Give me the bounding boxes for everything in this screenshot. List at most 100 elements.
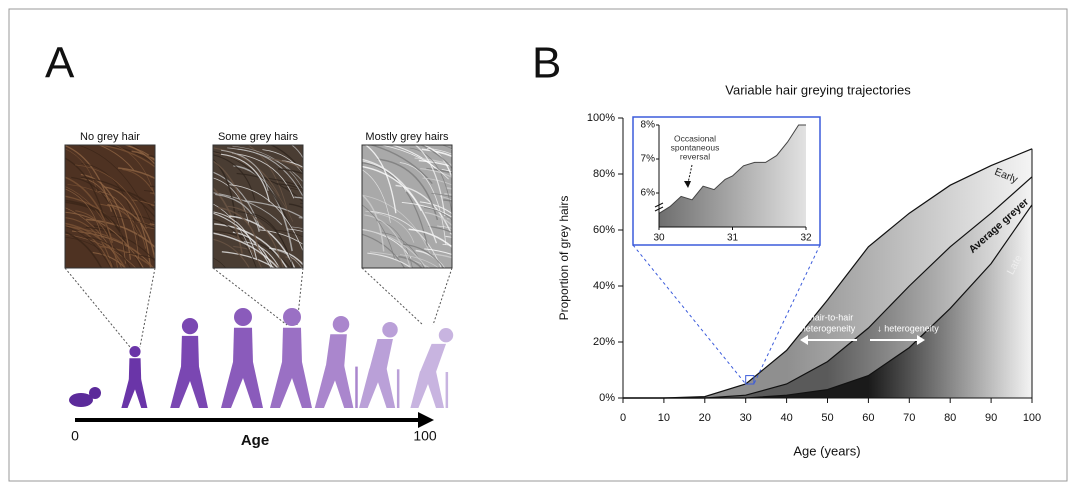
arrow-head [917, 335, 925, 345]
hair-strand [419, 201, 452, 215]
legs [221, 362, 263, 408]
y-axis-label: Proportion of grey hairs [557, 196, 571, 321]
hair-strand [75, 210, 119, 268]
hair-strand [285, 187, 303, 192]
hair-strand [213, 154, 256, 200]
hair-strand [86, 236, 131, 268]
hair-strand [65, 211, 144, 268]
hair-strand [213, 211, 258, 261]
y-tick-label: 40% [593, 280, 615, 292]
hair-strand [221, 251, 276, 268]
hair-image [213, 145, 303, 268]
hair-strand [364, 145, 397, 214]
area [623, 204, 1032, 398]
hair-image [362, 145, 452, 268]
hair-strand [414, 145, 446, 216]
hair-strand [418, 159, 452, 168]
hair-strand [80, 177, 155, 219]
hair-strand [275, 229, 303, 238]
x-tick-label: 60 [862, 412, 874, 424]
zoom-line [361, 267, 424, 326]
x-tick-label: 90 [985, 412, 997, 424]
hair-strand [131, 150, 155, 162]
hair-strand [215, 193, 260, 233]
hair-strand [362, 193, 385, 252]
hair-strand [65, 176, 114, 243]
x-tick-label: 30 [740, 412, 752, 424]
legs [314, 365, 354, 408]
hair-strand [365, 210, 415, 243]
hair-strand [137, 221, 155, 228]
person-silhouette [221, 308, 263, 408]
hair-strand [221, 149, 269, 192]
hair-strand [398, 255, 423, 268]
person-silhouette [170, 318, 208, 408]
cane [396, 369, 400, 408]
hair-strand [65, 226, 112, 268]
hair-strand [437, 225, 452, 229]
zoom-line [64, 267, 131, 348]
zoom-line [212, 267, 288, 326]
y-tick-label: 0% [599, 392, 615, 404]
hair-strand [107, 204, 155, 259]
hair-strand [419, 145, 452, 169]
hair-strand [439, 196, 452, 201]
zoom-line [139, 267, 156, 348]
hair-strand [213, 232, 279, 268]
hair-strand [369, 251, 431, 268]
curve [623, 148, 1033, 399]
hair-strand [379, 145, 449, 180]
body [420, 343, 446, 372]
hair-strand [65, 148, 98, 192]
hair-strand [233, 245, 281, 268]
inset-annotation: spontaneous [671, 142, 720, 152]
inset-y-tick-label: 7% [641, 154, 656, 165]
hair-strand [362, 229, 427, 268]
axis-start: 0 [71, 428, 79, 444]
x-tick-label: 0 [620, 412, 626, 424]
hair-strand [118, 167, 155, 180]
hair-image [65, 145, 155, 268]
hair-strand [259, 176, 303, 189]
hair-strand [364, 214, 411, 268]
arrow-head [800, 335, 808, 345]
hair-strand [71, 176, 126, 252]
x-tick-label: 10 [658, 412, 670, 424]
arrow-head [418, 412, 434, 428]
hair-strand [65, 231, 103, 268]
hair-strand [422, 177, 452, 186]
person-silhouette [359, 322, 400, 408]
hair-strand [402, 243, 445, 268]
hair-strand [428, 225, 452, 234]
head [181, 318, 199, 335]
hair-strand [232, 152, 295, 199]
hair-strand [232, 231, 274, 268]
axis-end: 100 [413, 428, 437, 444]
panel-a: No grey hair Some grey hairs Mostly grey h… [64, 131, 454, 449]
panel-b: Variable hair greying trajectories Age (y… [557, 82, 1041, 458]
hair-strand [81, 162, 140, 241]
x-tick-label: 40 [780, 412, 792, 424]
hair-strand [213, 238, 250, 268]
hair-strand [426, 167, 452, 174]
inset-y-tick-label: 6% [641, 188, 656, 199]
hair-strand [415, 249, 446, 268]
chart-title: Variable hair greying trajectories [725, 82, 911, 97]
annotation: heterogeneity [801, 323, 856, 333]
zoom-box [745, 375, 755, 385]
hair-strand [362, 160, 407, 193]
hair-strand [362, 169, 391, 223]
hair-strand [93, 145, 155, 168]
x-tick-label: 80 [944, 412, 956, 424]
hair-strand [213, 203, 254, 260]
hair-strand [133, 214, 155, 223]
hair-strand [237, 211, 294, 268]
hair-strand [65, 199, 121, 232]
axis-label: Age [241, 432, 269, 449]
hair-strand [236, 172, 303, 203]
x-axis-label: Age (years) [793, 443, 860, 458]
hair-strand [287, 228, 303, 232]
hair-strand [65, 217, 113, 268]
cane [445, 372, 449, 408]
